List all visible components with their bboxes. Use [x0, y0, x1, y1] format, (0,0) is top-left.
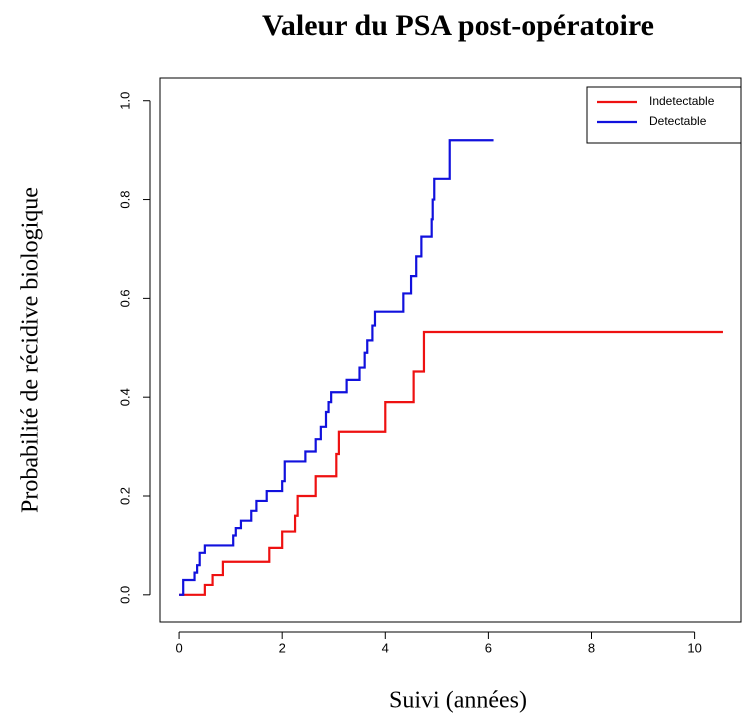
x-tick-label: 8: [588, 640, 595, 655]
x-tick-label: 6: [485, 640, 492, 655]
legend-label: Detectable: [649, 114, 707, 128]
y-tick-label: 0.0: [117, 586, 132, 604]
y-tick-label: 0.6: [117, 289, 132, 307]
x-tick-label: 0: [175, 640, 182, 655]
legend-label: Indetectable: [649, 94, 715, 108]
x-axis-label: Suivi (années): [389, 688, 527, 714]
y-axis-label: Probabilité de récidive biologique: [18, 187, 44, 513]
y-tick-label: 0.8: [117, 191, 132, 209]
plot-frame: [159, 77, 742, 623]
x-tick-label: 2: [279, 640, 286, 655]
y-tick-label: 0.4: [117, 388, 132, 406]
y-tick-label: 0.2: [117, 487, 132, 505]
chart-title: Valeur du PSA post-opératoire: [262, 9, 654, 42]
x-tick-label: 4: [382, 640, 389, 655]
y-tick-label: 1.0: [117, 92, 132, 110]
x-tick-label: 10: [687, 640, 701, 655]
series-line: [179, 139, 494, 596]
legend-box: [586, 86, 742, 144]
series-line: [179, 330, 723, 596]
